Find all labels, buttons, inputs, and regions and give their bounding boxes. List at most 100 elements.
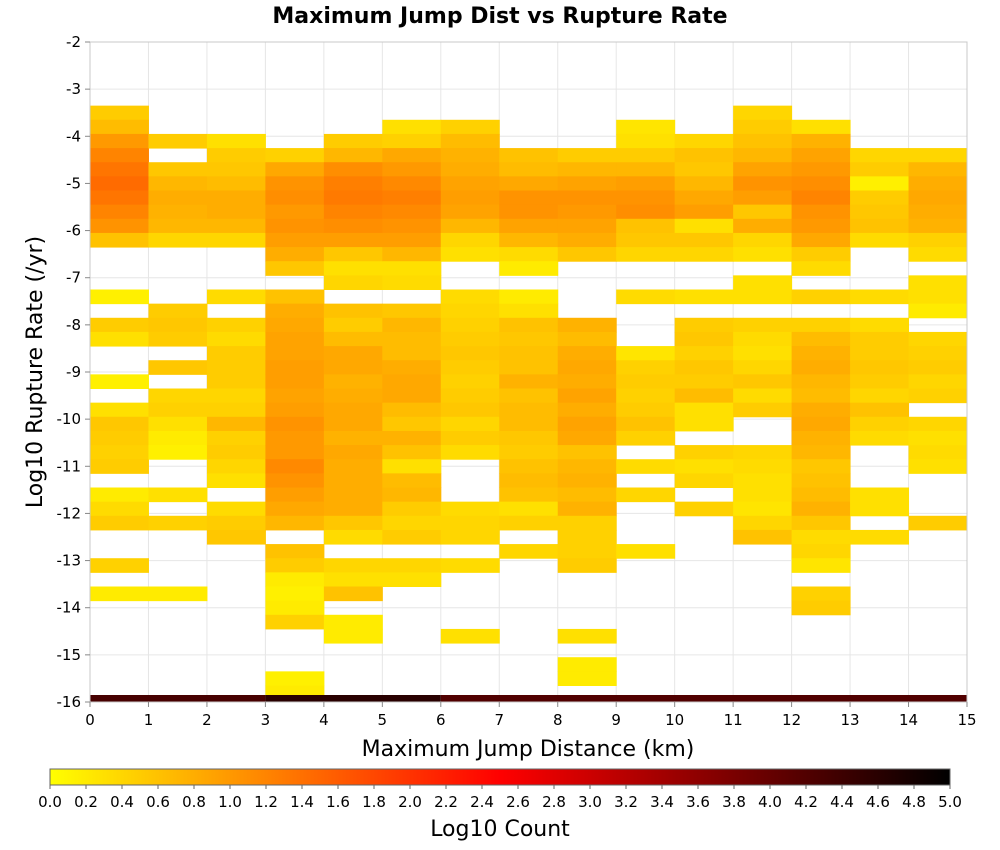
heatmap-cell xyxy=(557,360,617,375)
heatmap-cell xyxy=(499,515,559,531)
heatmap-cell xyxy=(791,445,851,460)
heatmap-cell xyxy=(382,331,442,347)
heatmap-cell xyxy=(499,487,559,503)
heatmap-cell xyxy=(323,445,383,460)
y-tick-label: -14 xyxy=(57,599,82,617)
heatmap-cell xyxy=(440,331,500,347)
heatmap-cell xyxy=(382,190,442,206)
heatmap-cell xyxy=(616,374,676,389)
heatmap-cell xyxy=(791,586,851,602)
heatmap-cell xyxy=(323,515,383,531)
heatmap-cell xyxy=(616,232,676,248)
heatmap-cell xyxy=(791,515,851,531)
heatmap-cell xyxy=(206,416,266,432)
heatmap-cell xyxy=(616,247,676,262)
heatmap-cell xyxy=(440,289,500,305)
colorbar-tick-label: 4.0 xyxy=(758,793,782,811)
heatmap-cell xyxy=(733,388,793,404)
x-tick-label: 7 xyxy=(494,711,504,729)
heatmap-cell xyxy=(90,515,149,531)
heatmap-cell xyxy=(733,346,793,361)
heatmap-cell xyxy=(382,218,442,234)
heatmap-cell xyxy=(733,529,793,545)
heatmap-cell xyxy=(499,501,559,517)
heatmap-cell xyxy=(733,317,793,333)
heatmap-cell xyxy=(674,247,734,262)
heatmap-cell xyxy=(791,402,851,418)
heatmap-cell xyxy=(440,247,500,262)
colorbar-tick-label: 1.0 xyxy=(218,793,242,811)
heatmap-cell xyxy=(148,190,208,206)
heatmap-cell xyxy=(557,459,617,474)
heatmap-cell xyxy=(382,303,442,319)
heatmap-cell xyxy=(265,218,325,234)
heatmap-cell xyxy=(382,148,442,163)
colorbar-tick-label: 4.4 xyxy=(830,793,854,811)
heatmap-cell xyxy=(265,317,325,333)
heatmap-cell xyxy=(499,445,559,460)
heatmap-cell xyxy=(791,204,851,220)
heatmap-cell xyxy=(382,162,442,177)
heatmap-cell xyxy=(499,388,559,404)
heatmap-cell xyxy=(206,148,266,163)
heatmap-cell xyxy=(557,190,617,206)
heatmap-cell xyxy=(850,388,910,404)
heatmap-cell xyxy=(265,430,325,446)
heatmap-cell xyxy=(382,388,442,404)
heatmap-cell xyxy=(440,218,500,234)
heatmap-cell-bottom xyxy=(90,695,266,702)
heatmap-cell xyxy=(440,515,500,531)
heatmap-cell xyxy=(616,487,676,503)
heatmap-cell xyxy=(850,204,910,220)
heatmap-cell xyxy=(557,176,617,191)
heatmap-cell xyxy=(440,346,500,361)
heatmap-cell xyxy=(674,176,734,191)
heatmap-cell xyxy=(616,218,676,234)
heatmap-cell xyxy=(440,501,500,517)
heatmap-cell xyxy=(90,402,149,418)
y-tick-label: -15 xyxy=(57,646,82,664)
heatmap-cell xyxy=(733,473,793,488)
heatmap-cell xyxy=(206,176,266,191)
heatmap-cell xyxy=(791,133,851,149)
heatmap-cell xyxy=(265,614,325,630)
x-tick-label: 13 xyxy=(841,711,860,729)
heatmap-cell xyxy=(206,430,266,446)
heatmap-cell xyxy=(206,473,266,488)
heatmap-cell xyxy=(382,346,442,361)
heatmap-cell xyxy=(206,289,266,305)
heatmap-cell xyxy=(616,289,676,305)
colorbar-tick-label: 1.8 xyxy=(362,793,386,811)
x-tick-label: 10 xyxy=(665,711,684,729)
heatmap-cell xyxy=(323,331,383,347)
heatmap-cell xyxy=(440,558,500,573)
x-tick-label: 11 xyxy=(724,711,743,729)
heatmap-cell xyxy=(265,600,325,616)
heatmap-cell xyxy=(382,204,442,220)
heatmap-cell xyxy=(557,501,617,517)
heatmap-cell xyxy=(908,204,967,220)
heatmap-cell-bottom xyxy=(440,695,967,702)
y-tick-label: -4 xyxy=(66,127,81,145)
x-tick-label: 9 xyxy=(611,711,621,729)
heatmap-cell xyxy=(90,416,149,432)
heatmap-cell xyxy=(440,119,500,135)
heatmap-cell xyxy=(616,402,676,418)
heatmap-cell xyxy=(440,388,500,404)
x-tick-label: 14 xyxy=(899,711,918,729)
heatmap-cell xyxy=(557,544,617,559)
heatmap-cell xyxy=(382,317,442,333)
heatmap-cell xyxy=(733,148,793,163)
heatmap-cell xyxy=(382,119,442,135)
heatmap-cell xyxy=(557,416,617,432)
heatmap-cell xyxy=(265,374,325,389)
colorbar xyxy=(49,768,951,786)
heatmap-cell xyxy=(90,430,149,446)
heatmap-cell xyxy=(90,331,149,347)
heatmap-cell xyxy=(674,346,734,361)
chart-title: Maximum Jump Dist vs Rupture Rate xyxy=(272,4,727,29)
heatmap-cell xyxy=(90,501,149,517)
heatmap-cell xyxy=(265,416,325,432)
heatmap-cell xyxy=(557,374,617,389)
heatmap-cell xyxy=(499,176,559,191)
